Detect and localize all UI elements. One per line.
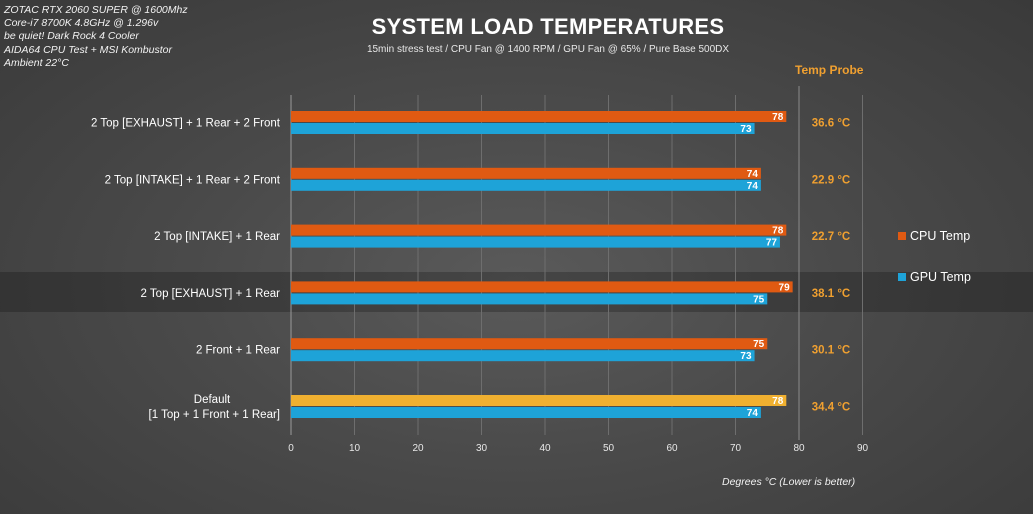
value-label-gpu: 77: [766, 238, 778, 249]
x-tick-label: 90: [857, 443, 869, 454]
category-label: [1 Top + 1 Front + 1 Rear]: [149, 409, 280, 421]
category-label: 2 Top [INTAKE] + 1 Rear + 2 Front: [105, 174, 281, 186]
legend-swatch-cpu: [898, 232, 906, 240]
value-label-cpu: 78: [772, 112, 784, 123]
legend-swatch-gpu: [898, 273, 906, 281]
bar-gpu: [291, 293, 768, 305]
x-tick-label: 20: [412, 443, 424, 454]
x-tick-label: 50: [603, 443, 615, 454]
chart-title: SYSTEM LOAD TEMPERATURES: [371, 14, 725, 39]
value-label-cpu: 78: [772, 396, 784, 407]
x-tick-label: 70: [730, 443, 742, 454]
legend-label-cpu: CPU Temp: [910, 229, 971, 243]
value-label-cpu: 74: [747, 169, 759, 180]
probe-value: 36.6 °C: [812, 118, 850, 130]
spec-cpu: Core-i7 8700K 4.8GHz @ 1.296v: [4, 17, 159, 30]
temp-probe-header: Temp Probe: [795, 63, 864, 77]
value-label-cpu: 78: [772, 226, 784, 237]
probe-value: 38.1 °C: [812, 288, 850, 300]
category-label: 2 Top [INTAKE] + 1 Rear: [154, 231, 280, 243]
spec-ambient: Ambient 22°C: [4, 56, 69, 69]
category-label: Default: [194, 394, 231, 406]
legend-item-cpu: CPU Temp: [898, 229, 970, 243]
category-label: 2 Top [EXHAUST] + 1 Rear: [141, 288, 281, 300]
legend-label-gpu: GPU Temp: [910, 270, 971, 284]
bar-gpu: [291, 123, 755, 134]
x-tick-label: 30: [476, 443, 488, 454]
category-label: 2 Front + 1 Rear: [196, 345, 280, 357]
value-label-gpu: 75: [753, 294, 765, 305]
bar-cpu: [291, 111, 787, 122]
x-tick-label: 0: [288, 443, 294, 454]
value-label-gpu: 73: [740, 351, 752, 362]
value-label-gpu: 74: [747, 181, 759, 192]
probe-value: 22.7 °C: [812, 231, 850, 243]
bar-cpu: [291, 395, 787, 406]
value-label-cpu: 79: [779, 282, 791, 293]
bar-gpu: [291, 179, 761, 191]
value-label-cpu: 75: [753, 339, 765, 350]
test-specs: ZOTAC RTX 2060 SUPER @ 1600Mhz Core-i7 8…: [4, 4, 188, 70]
category-label: 2 Top [EXHAUST] + 1 Rear + 2 Front: [91, 118, 281, 130]
x-tick-label: 40: [539, 443, 551, 454]
x-tick-label: 80: [793, 443, 805, 454]
spec-test: AIDA64 CPU Test + MSI Kombustor: [4, 43, 172, 56]
probe-value: 22.9 °C: [812, 174, 850, 186]
value-label-gpu: 74: [747, 408, 759, 419]
bar-gpu: [291, 350, 755, 362]
probe-value: 30.1 °C: [812, 345, 850, 357]
value-label-gpu: 73: [740, 124, 752, 135]
legend-item-gpu: GPU Temp: [898, 270, 971, 284]
bar-cpu: [291, 167, 761, 179]
x-tick-label: 60: [666, 443, 678, 454]
bar-gpu: [291, 407, 761, 418]
bar-cpu: [291, 224, 787, 236]
x-axis-label: Degrees °C (Lower is better): [722, 476, 856, 488]
x-tick-label: 10: [349, 443, 361, 454]
probe-value: 34.4 °C: [812, 402, 850, 414]
bar-gpu: [291, 236, 780, 248]
bar-cpu: [291, 338, 768, 350]
chart-subtitle: 15min stress test / CPU Fan @ 1400 RPM /…: [366, 44, 730, 55]
bar-cpu: [291, 281, 793, 293]
spec-cooler: be quiet! Dark Rock 4 Cooler: [4, 30, 139, 43]
spec-gpu: ZOTAC RTX 2060 SUPER @ 1600Mhz: [4, 4, 188, 16]
